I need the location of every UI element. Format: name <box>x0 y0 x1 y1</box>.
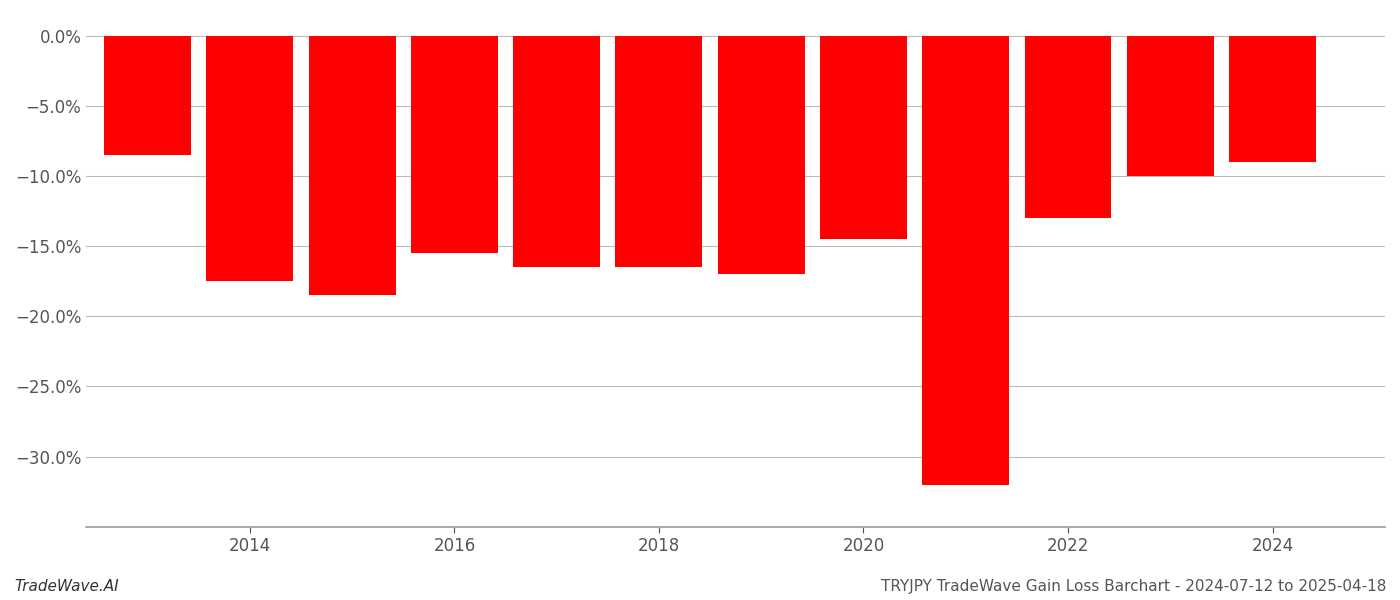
Bar <box>514 36 601 267</box>
Bar <box>308 36 396 295</box>
Text: TRYJPY TradeWave Gain Loss Barchart - 2024-07-12 to 2025-04-18: TRYJPY TradeWave Gain Loss Barchart - 20… <box>881 579 1386 594</box>
Bar <box>206 36 294 281</box>
Bar <box>104 36 190 155</box>
Bar <box>923 36 1009 485</box>
Bar <box>1229 36 1316 162</box>
Bar <box>820 36 907 239</box>
Bar <box>718 36 805 274</box>
Text: TradeWave.AI: TradeWave.AI <box>14 579 119 594</box>
Bar <box>1025 36 1112 218</box>
Bar <box>616 36 703 267</box>
Bar <box>412 36 498 253</box>
Bar <box>1127 36 1214 176</box>
